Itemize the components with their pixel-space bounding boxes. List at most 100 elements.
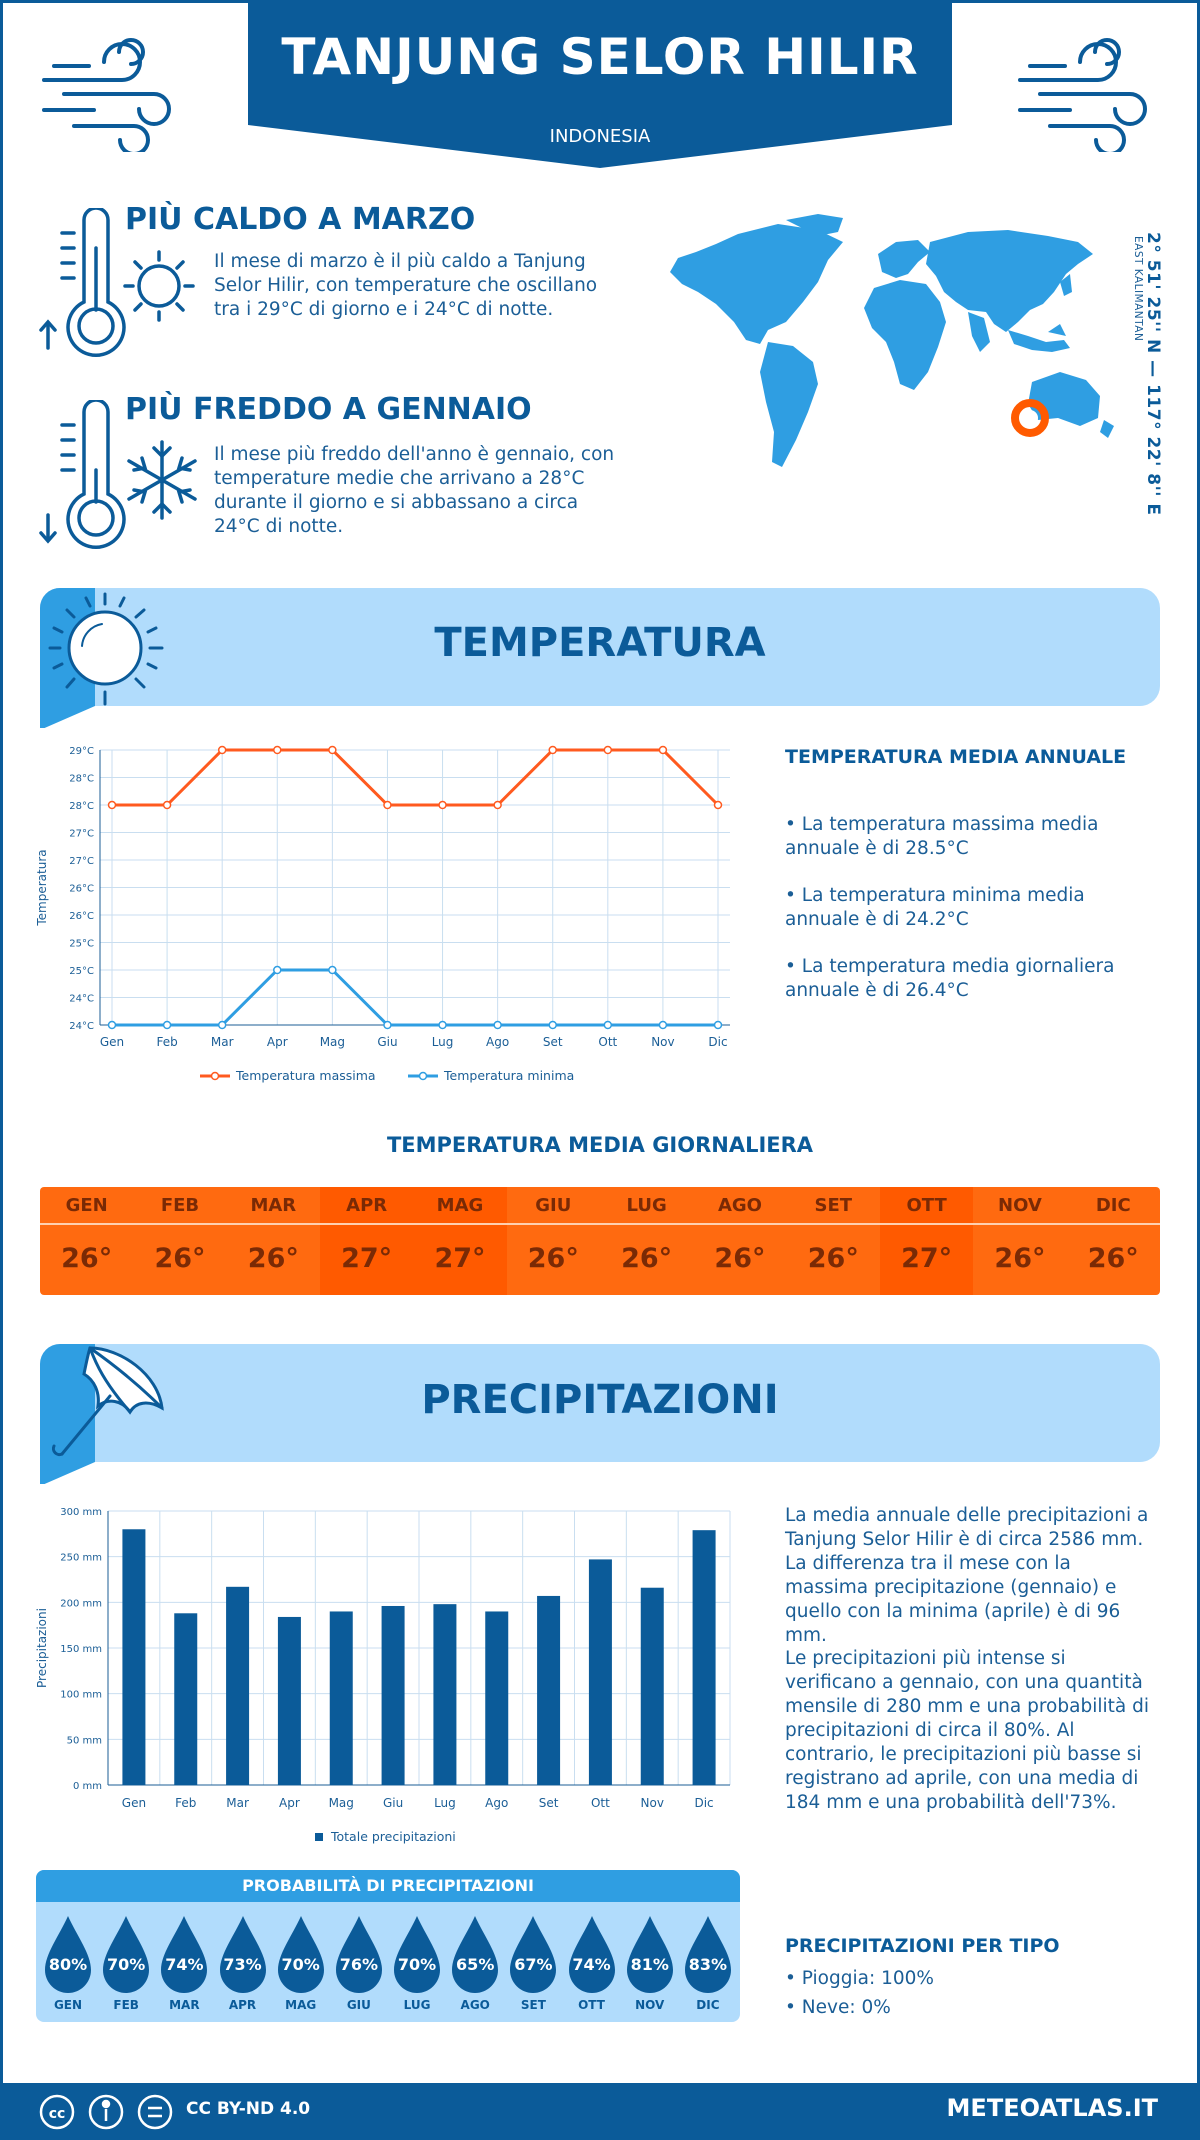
- temperature-chart: 24°C 24°C 25°C 25°C 26°C 26°C 27°C 27°C 28°C 28°C…: [35, 745, 730, 1083]
- precipitation-bar: [381, 1605, 405, 1785]
- daily-temp-cell: SET 26°: [786, 1187, 880, 1295]
- probability-value: 70%: [107, 1955, 146, 1974]
- license-label: CC BY-ND 4.0: [186, 2099, 311, 2119]
- y-tick-label: 26°C: [69, 884, 94, 895]
- probability-item: 73% APR: [214, 1914, 272, 2014]
- data-point: [493, 800, 502, 810]
- raindrop-icon: [103, 1916, 150, 1993]
- probability-item: 70% LUG: [388, 1914, 446, 2014]
- header-banner: [248, 0, 952, 168]
- precip-probability-panel: PROBABILITÀ DI PRECIPITAZIONI 80% GEN 70% F…: [36, 1870, 740, 2022]
- series-line: [112, 968, 718, 1027]
- daily-month-label: LUG: [599, 1187, 694, 1225]
- data-point: [217, 745, 227, 755]
- data-point: [713, 800, 723, 810]
- daily-month-label: SET: [786, 1187, 880, 1225]
- data-point: [603, 745, 613, 755]
- data-point: [273, 965, 282, 975]
- precipitation-bar: [226, 1586, 250, 1785]
- precipitation-bar: [692, 1530, 716, 1785]
- x-tick-label: Mar: [211, 1035, 234, 1049]
- daily-temp-cell: MAG 27°: [413, 1187, 507, 1295]
- daily-temp-cell: OTT 27°: [879, 1187, 974, 1295]
- y-tick-label: 100 mm: [60, 1690, 102, 1701]
- y-tick-label: 28°C: [69, 801, 94, 812]
- precip-type-title: PRECIPITAZIONI PER TIPO: [785, 1935, 1060, 1957]
- daily-month-label: AGO: [693, 1187, 787, 1225]
- x-tick-label: Giu: [383, 1796, 403, 1810]
- probability-item: 74% OTT: [563, 1914, 621, 2014]
- probability-month: SET: [520, 1998, 546, 2012]
- daily-temp-value: 26°: [527, 1243, 579, 1274]
- precipitation-bar: [277, 1616, 301, 1785]
- probability-month: MAR: [169, 1998, 200, 2012]
- data-point: [438, 1020, 447, 1030]
- brand-link[interactable]: METEOATLAS.IT: [946, 2094, 1158, 2122]
- legend-label: Temperatura minima: [443, 1068, 574, 1083]
- region-label: EAST KALIMANTAN: [1132, 236, 1144, 342]
- raindrop-icon: [452, 1916, 499, 1993]
- probability-month: APR: [228, 1998, 257, 2012]
- data-point: [658, 745, 668, 755]
- daily-temp-cell: MAR 26°: [226, 1187, 320, 1295]
- legend-marker: [418, 1071, 428, 1081]
- raindrop-icon: [684, 1916, 731, 1993]
- umbrella-icon: [51, 1346, 164, 1457]
- x-tick-label: Dic: [694, 1796, 713, 1810]
- daily-temp-value: 26°: [994, 1243, 1046, 1274]
- raindrop-icon: [277, 1916, 324, 1993]
- world-map: [670, 214, 1114, 467]
- footer: [0, 2083, 1200, 2140]
- probability-month: MAG: [285, 1998, 317, 2012]
- data-point: [328, 745, 337, 755]
- x-tick-label: Feb: [156, 1035, 177, 1049]
- y-axis-label: Temperatura: [35, 849, 49, 926]
- data-point: [383, 1020, 392, 1030]
- y-tick-label: 50 mm: [67, 1735, 102, 1746]
- probability-month: DIC: [696, 1998, 720, 2012]
- data-point: [217, 1020, 227, 1030]
- data-point: [493, 1020, 502, 1030]
- data-point: [107, 1020, 117, 1030]
- probability-month: LUG: [403, 1998, 431, 2012]
- y-axis-label: Precipitazioni: [35, 1608, 49, 1688]
- y-tick-label: 24°C: [69, 1021, 94, 1032]
- y-tick-label: 29°C: [69, 746, 94, 757]
- hottest-text: Il mese di marzo è il più caldo a Tanjun…: [214, 251, 598, 320]
- annual-temp-title: TEMPERATURA MEDIA ANNUALE: [785, 746, 1127, 768]
- precipitation-bar: [640, 1587, 664, 1785]
- probability-value: 73%: [223, 1955, 262, 1974]
- legend-label: Totale precipitazioni: [330, 1829, 456, 1844]
- precipitation-bar: [122, 1529, 146, 1785]
- daily-temp-value: 27°: [434, 1243, 486, 1274]
- x-tick-label: Giu: [377, 1035, 397, 1049]
- daily-temp-title: TEMPERATURA MEDIA GIORNALIERA: [386, 1133, 814, 1157]
- annual-temp-min: • La temperatura minima media annuale è …: [785, 885, 1085, 930]
- data-point: [658, 1020, 668, 1030]
- annual-temp-avg: • La temperatura media giornaliera annua…: [785, 956, 1115, 1001]
- probability-month: GIU: [346, 1998, 371, 2012]
- daily-temp-value: 26°: [1087, 1243, 1139, 1274]
- daily-temp-cell: FEB 26°: [133, 1187, 227, 1295]
- legend-swatch: [315, 1833, 323, 1841]
- probability-month: GEN: [53, 1998, 83, 2012]
- raindrop-icon: [510, 1916, 557, 1993]
- data-point: [603, 1020, 613, 1030]
- raindrop-icon: [161, 1916, 208, 1993]
- probability-item: 76% GIU: [330, 1914, 388, 2014]
- x-tick-label: Ott: [591, 1796, 610, 1810]
- precipitation-bar: [174, 1613, 198, 1785]
- y-tick-label: 24°C: [69, 994, 94, 1005]
- data-point: [438, 800, 447, 810]
- x-tick-label: Lug: [434, 1796, 456, 1810]
- x-tick-label: Dic: [708, 1035, 727, 1049]
- data-point: [713, 1020, 723, 1030]
- daily-month-label: GIU: [506, 1187, 600, 1225]
- temperature-section-title: TEMPERATURA: [434, 620, 766, 666]
- daily-temp-value: 26°: [807, 1243, 859, 1274]
- probability-item: 81% NOV: [621, 1914, 679, 2014]
- data-point: [162, 1020, 172, 1030]
- x-tick-label: Set: [543, 1035, 563, 1049]
- probability-value: 74%: [165, 1955, 204, 1974]
- daily-month-label: OTT: [879, 1187, 974, 1225]
